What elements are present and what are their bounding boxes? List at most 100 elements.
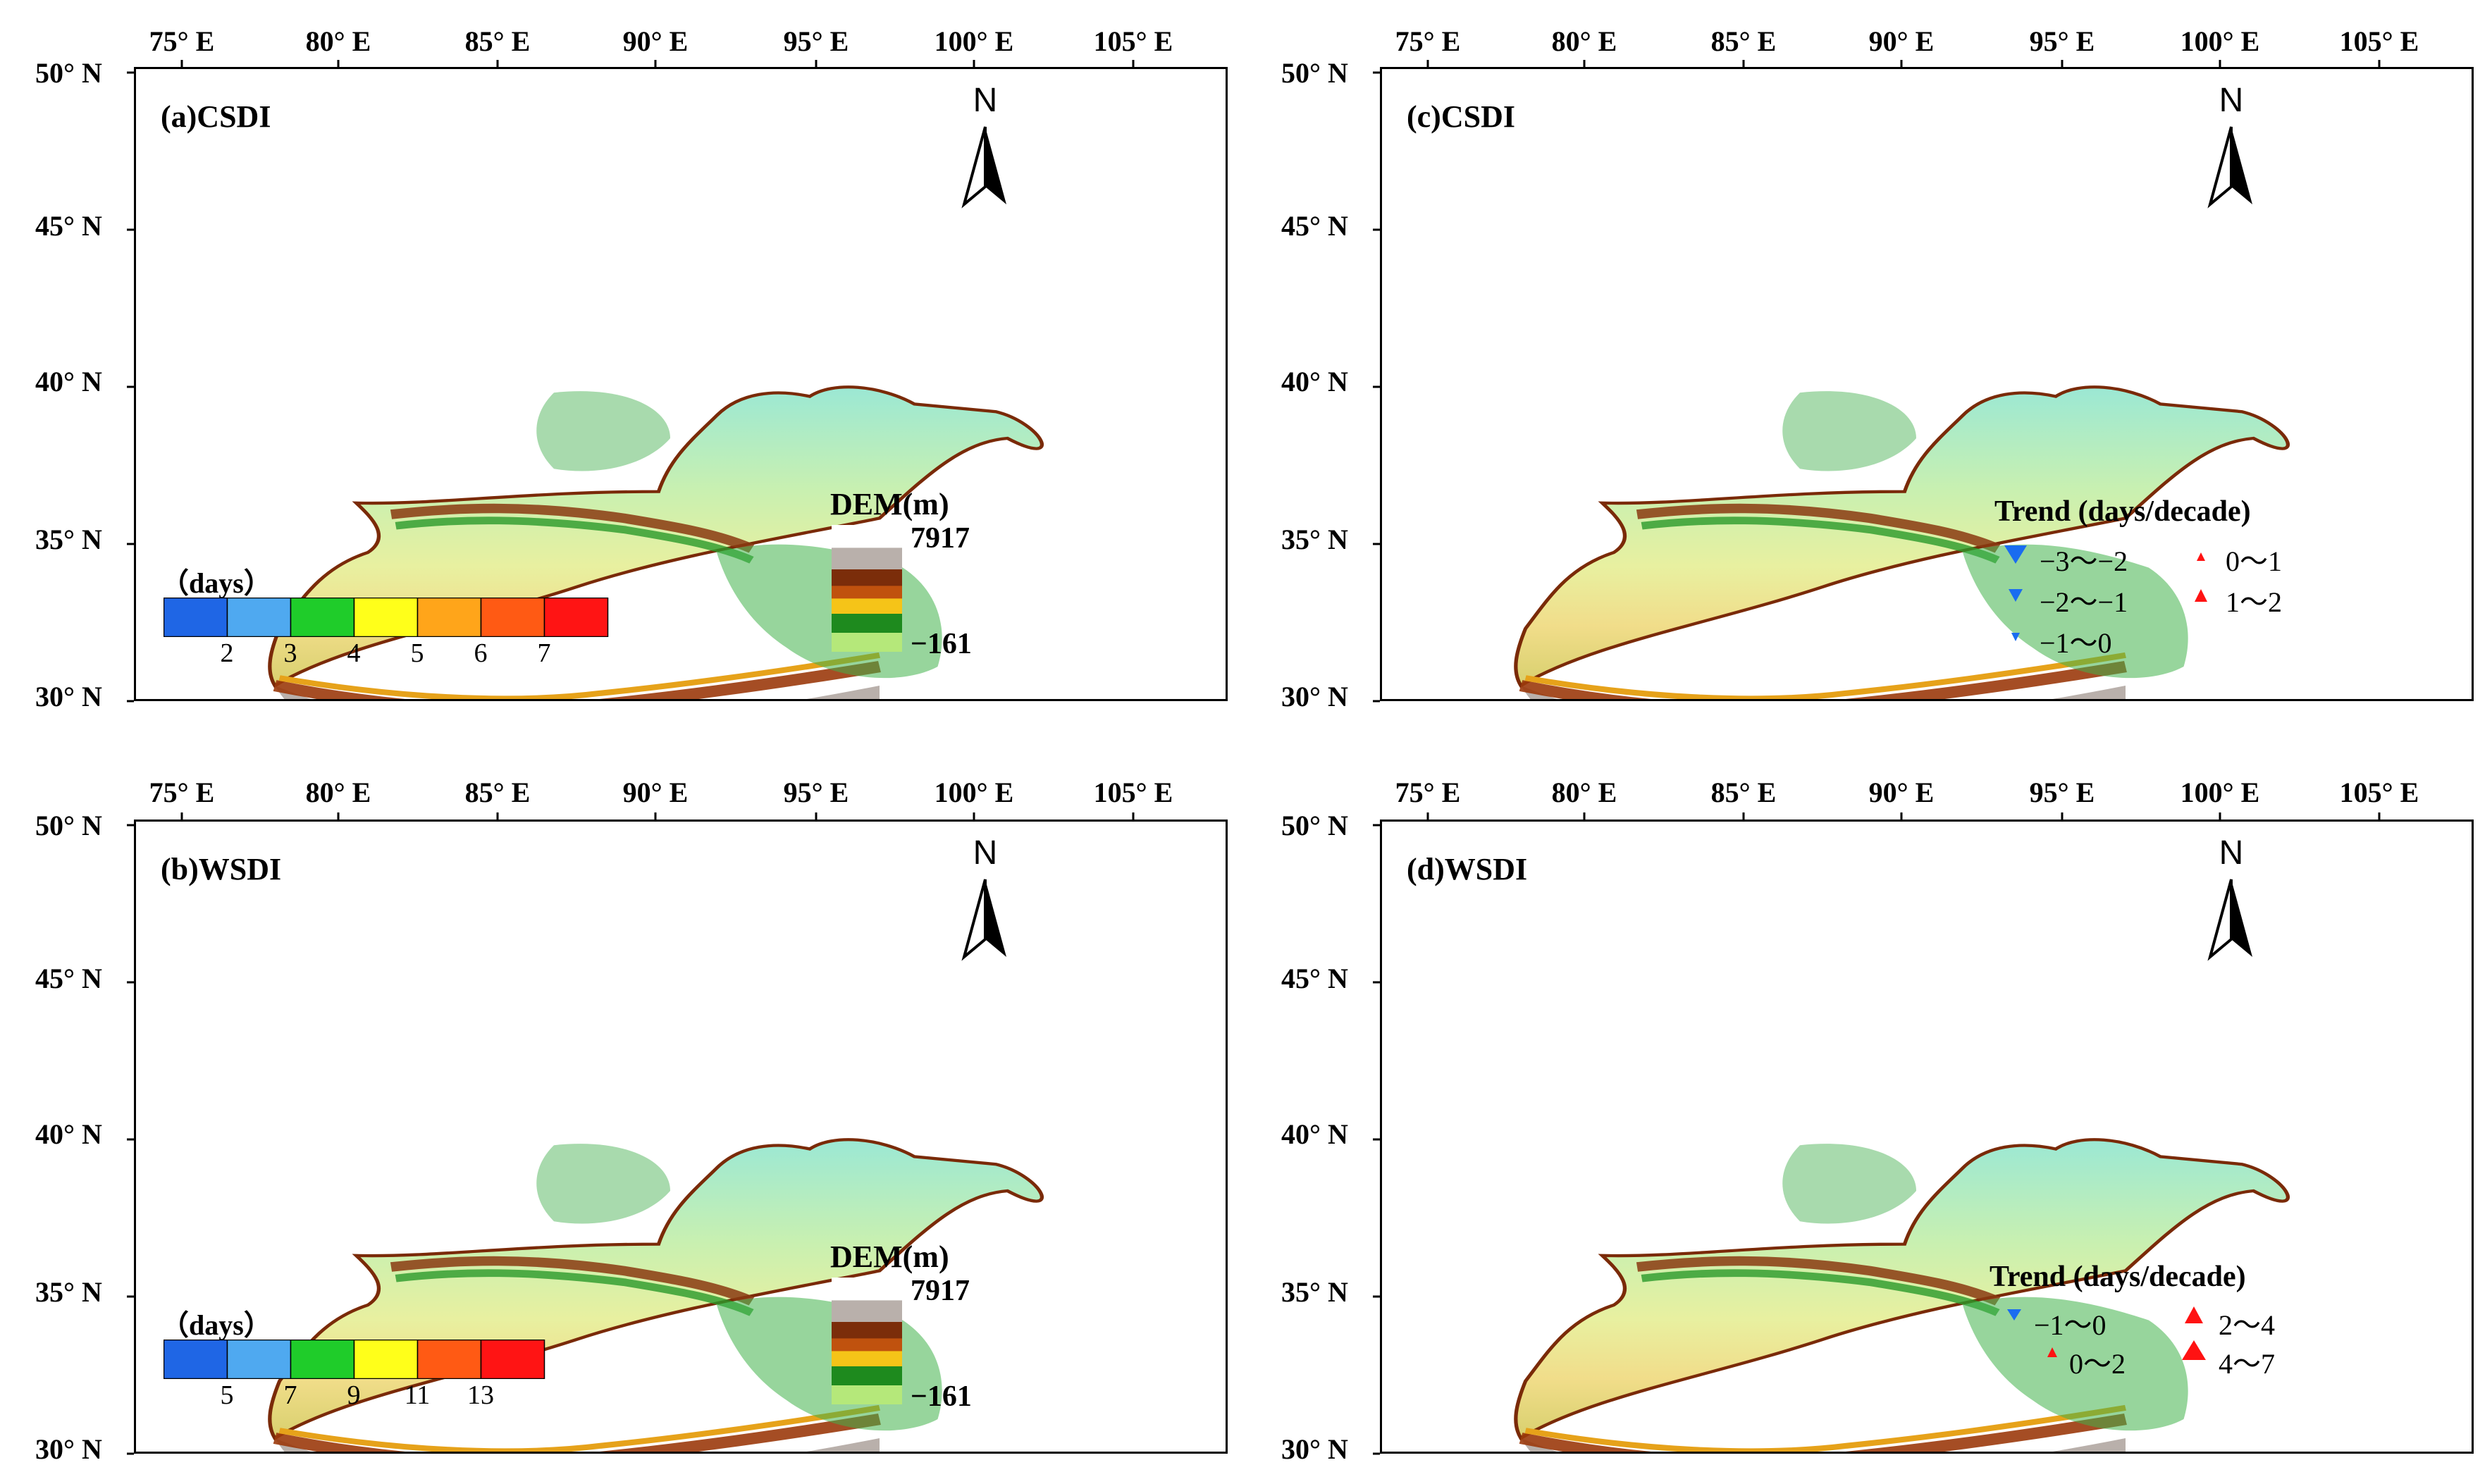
lon-label-80: 80° E	[305, 777, 371, 808]
eastern-vegetation	[1963, 544, 2188, 679]
panel-c-axes	[1373, 60, 2381, 703]
colorbar-tick-label: 3	[283, 638, 297, 668]
panel-a: 75° E 80° E 85° E 90° E 95° E 100° E 105…	[0, 0, 1246, 742]
tianshan-range	[1636, 1256, 2001, 1306]
lat-label-40: 40° N	[1281, 1118, 1348, 1150]
panel-a-axes	[127, 60, 1135, 703]
legend-marker-dec-small	[2007, 1309, 2021, 1321]
colorbar-tick-label: 5	[410, 638, 424, 668]
kunlun-foothills	[278, 652, 880, 699]
north-arrow-icon	[961, 879, 1006, 961]
lon-label-80: 80° E	[1551, 777, 1617, 808]
colorbar-tick-label: 7	[537, 638, 551, 668]
north-arrow-icon	[2207, 879, 2252, 961]
colorbar-tick-label: 5	[220, 1380, 234, 1410]
kunlun-foothills	[278, 1404, 880, 1452]
legend-marker-inc-mid	[2185, 1306, 2203, 1323]
colorbar-tick-label: 11	[404, 1380, 431, 1410]
plateau-relief	[275, 686, 880, 699]
north-arrow-icon	[961, 126, 1006, 209]
lat-label-30: 30° N	[35, 1433, 102, 1465]
trend-legend-label-3: −1～0	[2040, 627, 2112, 659]
lon-label-75: 75° E	[1395, 25, 1461, 57]
colorbar-class	[226, 1340, 292, 1379]
tianshan-foothills	[1641, 1269, 2000, 1316]
legend-marker-inc-small	[2197, 552, 2205, 561]
dem-colorbar-band	[832, 586, 902, 599]
panel-b-axes	[127, 812, 1135, 1455]
dem-colorbar-band	[832, 633, 902, 652]
dem-colorbar-band	[832, 1385, 902, 1404]
colorbar-class	[480, 598, 545, 637]
eastern-vegetation	[717, 1297, 942, 1431]
trend-legend-markers	[2007, 1306, 2206, 1360]
terrain-group	[1514, 385, 2290, 699]
dem-colorbar	[832, 1278, 902, 1404]
lon-label-105: 105° E	[1093, 25, 1173, 57]
lat-label-45: 45° N	[35, 963, 102, 994]
plateau-relief	[275, 1438, 880, 1452]
panel-b: 75° E 80° E 85° E 90° E 95° E 100° E 105…	[0, 742, 1246, 1484]
kunlun-range	[1519, 1414, 2127, 1452]
colorbar-class	[480, 1340, 545, 1379]
lat-label-40: 40° N	[35, 1118, 102, 1150]
dem-colorbar-band	[832, 598, 902, 614]
trend-legend-title: Trend (days/decade)	[1990, 1261, 2246, 1293]
trend-legend-label-4: 4～7	[2219, 1348, 2275, 1380]
panel-title: (d)WSDI	[1407, 852, 1528, 886]
dem-colorbar-band	[832, 1338, 902, 1352]
lon-label-85: 85° E	[1710, 25, 1777, 57]
panel-d: 75° E 80° E 85° E 90° E 95° E 100° E 105…	[1246, 742, 2492, 1484]
north-letter: N	[2219, 834, 2244, 872]
colorbar-class	[164, 598, 228, 637]
plateau-relief	[1521, 1438, 2126, 1452]
lat-label-35: 35° N	[35, 1276, 102, 1308]
colorbar-class	[353, 1340, 419, 1379]
tianshan-foothills	[395, 1269, 754, 1316]
lon-label-85: 85° E	[464, 25, 531, 57]
lat-label-45: 45° N	[1281, 963, 1348, 994]
north-arrow: N	[2203, 834, 2259, 967]
tianshan-foothills	[1641, 517, 2000, 564]
panel-c: 75° E 80° E 85° E 90° E 95° E 100° E 105…	[1246, 0, 2492, 742]
colorbar-unit: （days）	[161, 1309, 272, 1341]
colorbar-class	[417, 1340, 482, 1379]
dem-min-label: −161	[911, 628, 972, 660]
map-terrain	[1514, 385, 2290, 699]
lat-label-45: 45° N	[1281, 210, 1348, 242]
dem-colorbar-band	[832, 614, 902, 633]
legend-marker-inc-small	[2047, 1347, 2057, 1357]
kunlun-range	[273, 1414, 881, 1452]
lon-label-100: 100° E	[2180, 25, 2260, 57]
lat-label-50: 50° N	[35, 810, 102, 841]
kunlun-range	[1519, 661, 2127, 699]
terrain-group	[1514, 1138, 2290, 1452]
lat-label-50: 50° N	[35, 57, 102, 89]
colorbar-class	[417, 598, 482, 637]
lon-label-100: 100° E	[934, 25, 1014, 57]
panel-title: (b)WSDI	[161, 852, 282, 886]
lon-label-75: 75° E	[149, 777, 215, 808]
lat-label-50: 50° N	[1281, 57, 1348, 89]
lon-label-105: 105° E	[2339, 25, 2419, 57]
north-arrow: N	[2203, 81, 2259, 215]
lat-label-35: 35° N	[1281, 524, 1348, 555]
tianshan-foothills	[395, 517, 754, 564]
lat-label-30: 30° N	[35, 681, 102, 712]
legend-marker-inc-large	[2182, 1340, 2206, 1360]
colorbar-ticks: 2 3 4 5 6 7	[164, 638, 615, 673]
plateau-relief	[1521, 686, 2126, 699]
lon-label-85: 85° E	[464, 777, 531, 808]
dem-title: DEM(m)	[830, 1239, 949, 1274]
lon-label-80: 80° E	[1551, 25, 1617, 57]
dem-colorbar-band	[832, 569, 902, 586]
panel-d-axes	[1373, 812, 2381, 1455]
trend-legend-markers	[2004, 545, 2207, 641]
trend-legend-label-2: −2～−1	[2040, 586, 2128, 618]
panel-title: (c)CSDI	[1407, 99, 1515, 134]
lon-label-85: 85° E	[1710, 777, 1777, 808]
dem-colorbar-band	[832, 1366, 902, 1386]
lon-label-100: 100° E	[2180, 777, 2260, 808]
lon-label-95: 95° E	[2029, 777, 2095, 808]
panel-title: (a)CSDI	[161, 99, 271, 134]
